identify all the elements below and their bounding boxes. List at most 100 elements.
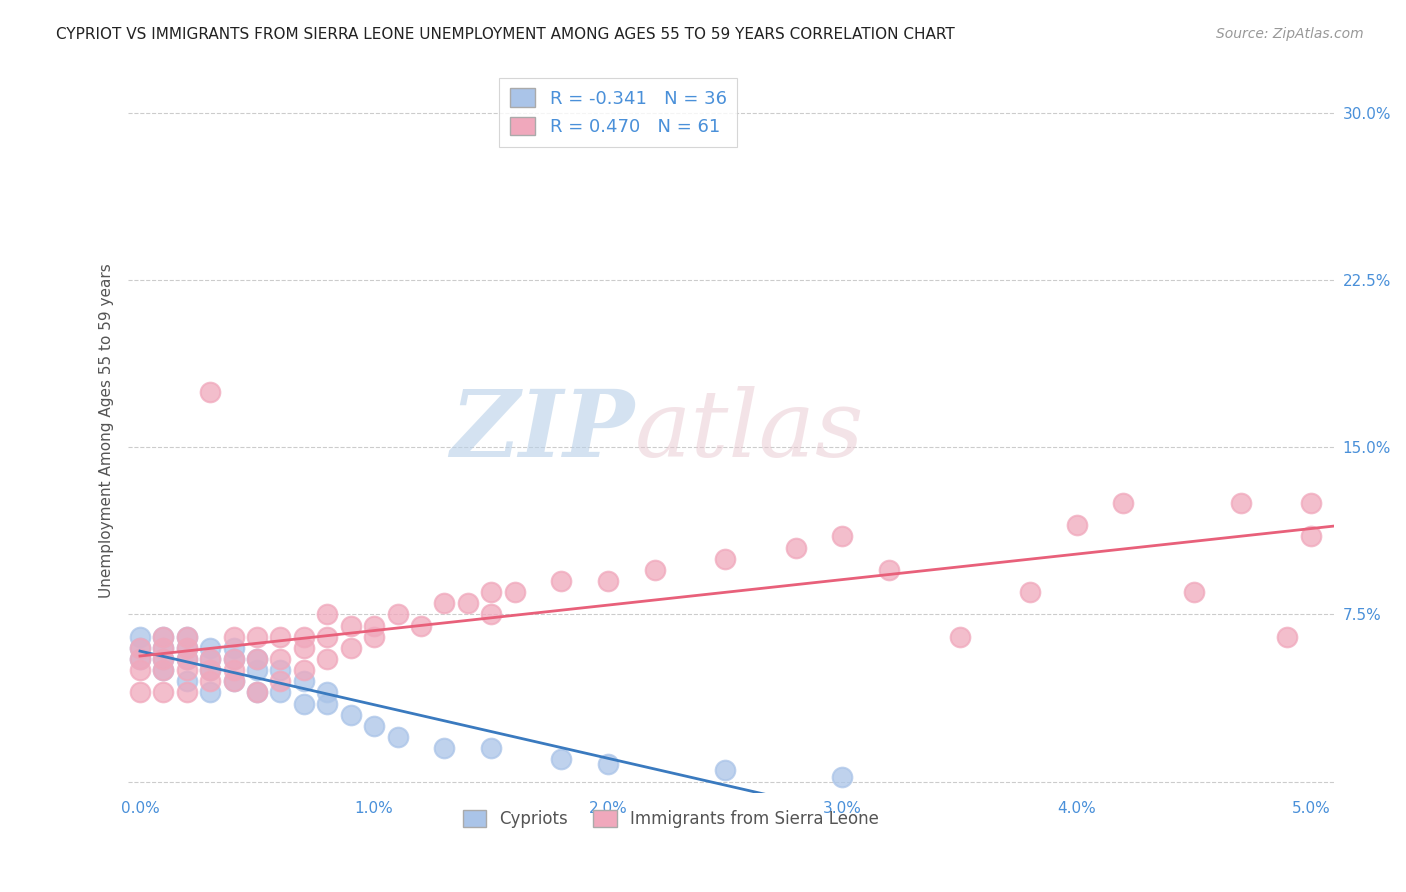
Point (176, 674, 198, 689)
Point (831, 529, 853, 543)
Point (292, 663, 315, 677)
Point (877, 563, 900, 577)
Point (1229, 496, 1251, 510)
Point (1299, 529, 1322, 543)
Point (222, 652, 245, 666)
Point (479, 607, 502, 622)
Point (479, 585, 502, 599)
Point (1018, 585, 1040, 599)
Point (387, 607, 409, 622)
Point (152, 652, 174, 666)
Point (129, 652, 152, 666)
Point (714, 551, 737, 566)
Point (129, 663, 152, 677)
Point (246, 685, 269, 699)
Point (269, 674, 291, 689)
Text: atlas: atlas (634, 385, 865, 475)
Point (129, 685, 152, 699)
Point (831, 770, 853, 784)
Point (363, 630, 385, 644)
Y-axis label: Unemployment Among Ages 55 to 59 years: Unemployment Among Ages 55 to 59 years (100, 263, 114, 598)
Point (339, 707, 361, 722)
Point (269, 630, 291, 644)
Point (129, 630, 152, 644)
Point (176, 630, 198, 644)
Point (1277, 630, 1299, 644)
Point (200, 674, 222, 689)
Point (152, 663, 174, 677)
Point (598, 574, 620, 588)
Point (222, 674, 245, 689)
Point (200, 640, 222, 655)
Point (550, 752, 572, 766)
Point (598, 756, 620, 771)
Point (176, 640, 198, 655)
Point (222, 630, 245, 644)
Point (200, 652, 222, 666)
Point (339, 618, 361, 632)
Point (222, 652, 245, 666)
Point (176, 630, 198, 644)
Point (246, 685, 269, 699)
Point (948, 630, 970, 644)
Point (222, 674, 245, 689)
Text: CYPRIOT VS IMMIGRANTS FROM SIERRA LEONE UNEMPLOYMENT AMONG AGES 55 TO 59 YEARS C: CYPRIOT VS IMMIGRANTS FROM SIERRA LEONE … (56, 27, 955, 42)
Point (246, 652, 269, 666)
Point (269, 685, 291, 699)
Point (129, 652, 152, 666)
Point (222, 640, 245, 655)
Point (152, 640, 174, 655)
Legend: Cypriots, Immigrants from Sierra Leone: Cypriots, Immigrants from Sierra Leone (457, 804, 886, 835)
Point (246, 630, 269, 644)
Point (503, 585, 526, 599)
Point (269, 652, 291, 666)
Point (176, 640, 198, 655)
Point (200, 663, 222, 677)
Point (200, 663, 222, 677)
Point (714, 764, 737, 778)
Point (222, 663, 245, 677)
Point (292, 640, 315, 655)
Point (176, 652, 198, 666)
Point (644, 563, 666, 577)
Point (152, 640, 174, 655)
Point (152, 630, 174, 644)
Point (433, 741, 456, 756)
Point (152, 630, 174, 644)
Point (316, 630, 339, 644)
Point (269, 663, 291, 677)
Point (176, 663, 198, 677)
Point (1299, 496, 1322, 510)
Point (387, 730, 409, 744)
Point (339, 640, 361, 655)
Point (246, 663, 269, 677)
Point (363, 618, 385, 632)
Point (152, 663, 174, 677)
Text: Source: ZipAtlas.com: Source: ZipAtlas.com (1216, 27, 1364, 41)
Point (129, 640, 152, 655)
Point (1182, 585, 1205, 599)
Point (433, 596, 456, 610)
Point (200, 685, 222, 699)
Point (550, 574, 572, 588)
Point (316, 652, 339, 666)
Point (316, 685, 339, 699)
Point (292, 674, 315, 689)
Point (200, 652, 222, 666)
Point (246, 652, 269, 666)
Point (292, 630, 315, 644)
Point (457, 596, 479, 610)
Point (409, 618, 432, 632)
Point (785, 541, 807, 555)
Point (152, 685, 174, 699)
Point (363, 719, 385, 733)
Point (152, 652, 174, 666)
Point (1066, 518, 1088, 533)
Point (292, 697, 315, 711)
Point (176, 652, 198, 666)
Point (129, 640, 152, 655)
Text: ZIP: ZIP (450, 385, 634, 475)
Point (316, 697, 339, 711)
Point (479, 741, 502, 756)
Point (316, 607, 339, 622)
